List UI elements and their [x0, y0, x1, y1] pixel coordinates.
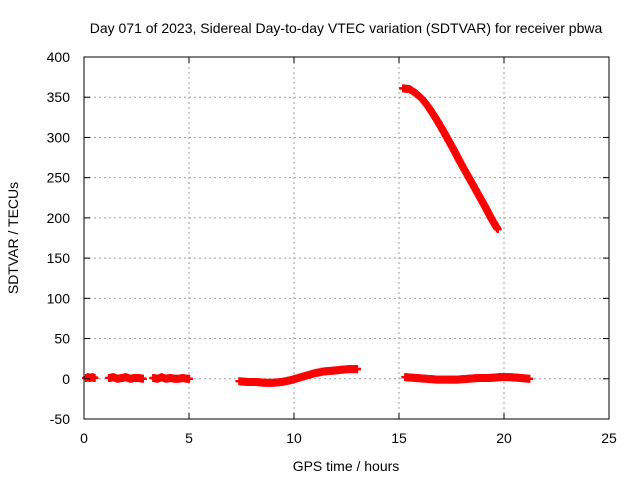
chart-title: Day 071 of 2023, Sidereal Day-to-day VTE… — [90, 20, 603, 36]
x-tick-label: 5 — [185, 430, 193, 446]
x-tick-label: 15 — [391, 430, 407, 446]
tick-labels: 0 5 10 15 20 25 -50 0 50 100 150 200 250 300 350 400 — [47, 49, 617, 446]
y-tick-label: 50 — [54, 331, 70, 347]
y-tick-label: 300 — [47, 129, 71, 145]
series-segment-6 — [399, 84, 502, 234]
data-point — [525, 374, 534, 383]
x-tick-label: 0 — [80, 430, 88, 446]
y-tick-label: 0 — [62, 371, 70, 387]
x-tick-label: 20 — [496, 430, 512, 446]
y-tick-label: -50 — [50, 411, 70, 427]
plot-frame — [83, 56, 610, 420]
series-segment-4 — [235, 365, 361, 387]
data-point — [138, 374, 147, 383]
x-tick-label: 10 — [286, 430, 302, 446]
y-tick-label: 200 — [47, 210, 71, 226]
y-tick-label: 400 — [47, 49, 71, 65]
y-tick-label: 350 — [47, 89, 71, 105]
grid — [84, 57, 609, 419]
series-segment-5 — [401, 373, 534, 384]
x-tick-label: 25 — [601, 430, 617, 446]
series-segment-3 — [149, 373, 193, 383]
data-point — [185, 374, 193, 383]
series-segment-1 — [82, 373, 99, 382]
data-point — [493, 225, 502, 234]
data-points — [82, 84, 534, 387]
y-tick-label: 100 — [47, 290, 71, 306]
data-point — [90, 373, 99, 382]
y-axis-label: SDTVAR / TECUs — [5, 182, 21, 294]
data-point — [353, 365, 361, 374]
y-tick-label: 250 — [47, 170, 71, 186]
series-segment-2 — [105, 373, 147, 383]
x-axis-label: GPS time / hours — [293, 458, 400, 474]
y-tick-label: 150 — [47, 250, 71, 266]
